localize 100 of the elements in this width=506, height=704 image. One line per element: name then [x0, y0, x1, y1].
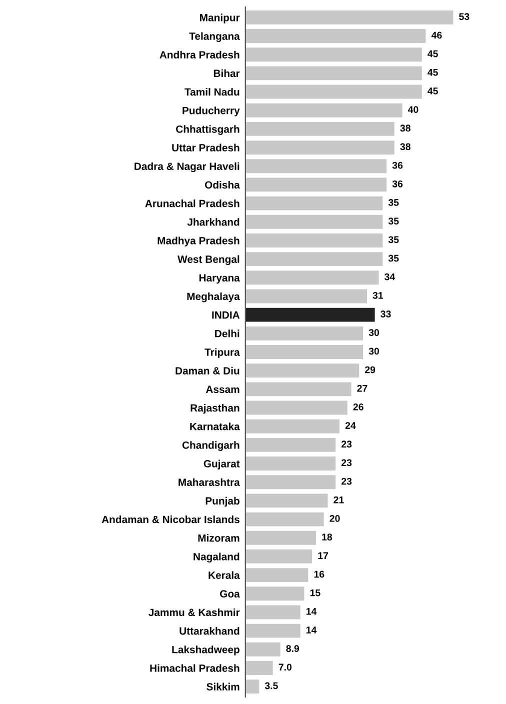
y-tick-label: Kerala — [208, 571, 240, 579]
y-tick-label: Manipur — [200, 14, 240, 24]
data-label: 45 — [428, 50, 438, 58]
bar — [245, 234, 383, 248]
data-label: 53 — [459, 13, 470, 20]
y-tick-label: Jammu & Kashmir — [148, 608, 240, 616]
bar — [245, 605, 300, 620]
bar — [245, 475, 336, 490]
bar — [245, 345, 364, 359]
bar — [245, 438, 336, 452]
data-label: 23 — [341, 459, 352, 466]
y-tick-label: Assam — [206, 386, 240, 394]
data-label: 3.5 — [264, 682, 278, 690]
bar — [245, 48, 422, 62]
bar — [245, 568, 308, 582]
data-label: 14 — [306, 608, 317, 615]
y-tick-label: Odisha — [204, 180, 240, 189]
bar — [245, 326, 364, 340]
data-label: 23 — [341, 478, 352, 485]
bar — [245, 642, 280, 656]
data-label: 23 — [341, 440, 352, 448]
data-label: 14 — [306, 626, 317, 634]
y-tick-label: Andaman & Nicobar Islands — [102, 516, 240, 524]
y-tick-label: Maharashtra — [178, 478, 240, 486]
data-label: 38 — [400, 143, 410, 150]
data-label: 35 — [388, 199, 399, 206]
data-label: 30 — [368, 348, 380, 355]
y-tick-label: Madhya Pradesh — [158, 236, 240, 246]
bar — [245, 289, 367, 304]
data-label: 35 — [388, 254, 399, 262]
bar — [245, 400, 348, 415]
y-tick-label: Goa — [220, 590, 240, 598]
data-label: 34 — [384, 273, 396, 280]
data-label: 38 — [400, 124, 410, 132]
y-tick-label: Mizoram — [198, 534, 240, 542]
bar — [245, 103, 402, 118]
y-tick-label: Nagaland — [194, 552, 240, 562]
data-label: 18 — [322, 534, 332, 540]
bar — [245, 122, 394, 136]
y-tick-label: Tamil Nadu — [184, 88, 240, 96]
bar — [245, 308, 375, 322]
y-tick-label: Lakshadweep — [172, 646, 240, 656]
data-label: 27 — [357, 384, 368, 392]
data-label: 15 — [310, 589, 320, 596]
y-tick-label: Karnataka — [190, 422, 240, 430]
data-label: 26 — [353, 403, 364, 410]
bar — [245, 586, 304, 601]
bar — [245, 270, 379, 285]
bar — [245, 196, 383, 210]
bar — [245, 549, 312, 564]
data-label: 45 — [428, 88, 438, 94]
bar — [245, 382, 352, 396]
data-label: 45 — [428, 69, 438, 76]
bar — [245, 364, 360, 378]
y-tick-label: Chhattisgarh — [176, 125, 240, 135]
bar — [245, 494, 328, 508]
bar — [245, 66, 422, 80]
bar — [245, 456, 336, 470]
data-label: 20 — [330, 515, 340, 522]
y-tick-label: Uttarakhand — [180, 627, 240, 635]
bar — [245, 178, 387, 192]
data-label: 30 — [368, 329, 380, 336]
data-label: 17 — [318, 552, 328, 559]
y-tick-label: Dadra & Nagar Haveli — [134, 162, 240, 172]
y-tick-label: Gujarat — [204, 460, 240, 470]
bar — [245, 84, 422, 99]
y-tick-label: Meghalaya — [187, 292, 240, 302]
bar — [245, 10, 454, 24]
y-tick-label: Arunachal Pradesh — [145, 200, 240, 208]
data-label: 33 — [380, 310, 391, 318]
bar — [245, 530, 316, 545]
data-label: 29 — [365, 366, 376, 374]
data-label: 7.0 — [278, 664, 292, 671]
y-tick-label: Andhra Pradesh — [160, 50, 240, 58]
data-label: 36 — [392, 162, 403, 169]
bar — [245, 252, 383, 266]
data-label: 40 — [408, 106, 418, 113]
bar — [245, 680, 260, 694]
bar — [245, 624, 300, 638]
data-label: 21 — [334, 496, 344, 504]
y-tick-label: Tripura — [204, 348, 240, 358]
y-tick-label: Daman & Diu — [176, 366, 240, 374]
y-tick-label: Punjab — [206, 496, 240, 507]
y-tick-label: Himachal Pradesh — [150, 664, 240, 672]
bar — [245, 159, 387, 174]
y-tick-label: West Bengal — [178, 255, 240, 266]
data-label: 35 — [388, 236, 399, 244]
data-label: 46 — [431, 32, 442, 39]
y-tick-label: Telangana — [189, 32, 240, 42]
y-tick-label: Jharkhand — [187, 218, 240, 226]
bar — [245, 419, 340, 434]
bar — [245, 661, 273, 675]
bar — [245, 140, 394, 155]
bar — [245, 29, 426, 43]
y-tick-label: Sikkim — [206, 682, 240, 690]
data-label: 31 — [372, 292, 384, 299]
y-tick-label: Delhi — [215, 330, 240, 338]
data-label: 24 — [345, 422, 356, 429]
y-tick-label: Bihar — [214, 69, 240, 78]
y-tick-label: Uttar Pradesh — [172, 144, 240, 152]
